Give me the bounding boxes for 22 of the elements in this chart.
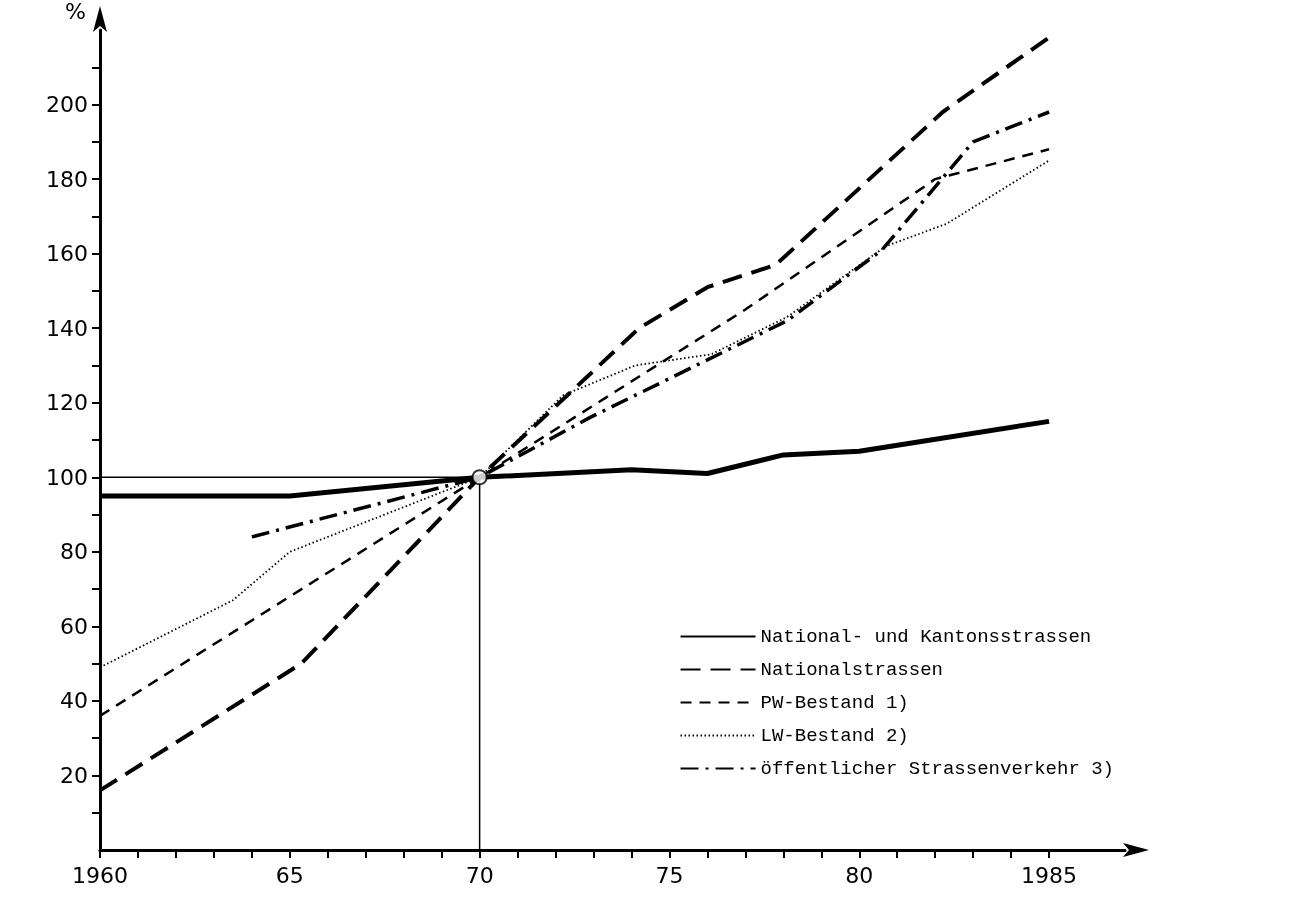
x-tick-label: 1960 [72,862,128,888]
y-tick-label: 100 [46,464,88,490]
y-tick-label: 120 [46,390,88,416]
y-tick-label: 20 [60,762,88,788]
y-tick-label: 60 [60,613,88,639]
legend-label: National- und Kantonsstrassen [760,625,1092,648]
legend-label: LW-Bestand 2) [760,724,909,747]
legend-label: PW-Bestand 1) [760,691,909,714]
y-tick-label: 180 [46,166,88,192]
legend-label: öffentlicher Strassenverkehr 3) [760,757,1115,780]
y-tick-label: 80 [60,539,88,565]
x-tick-label: 1985 [1021,862,1078,888]
y-tick-label: 200 [46,92,88,118]
y-tick-label: 160 [46,241,88,267]
x-tick-label: 80 [845,862,874,888]
x-tick-label: 70 [465,862,494,888]
y-tick-label: 40 [60,688,88,714]
x-tick-label: 75 [655,862,684,888]
legend-label: Nationalstrassen [760,658,943,681]
y-axis-title: % [65,0,86,24]
y-tick-label: 140 [46,315,88,341]
x-tick-label: 65 [275,862,304,888]
